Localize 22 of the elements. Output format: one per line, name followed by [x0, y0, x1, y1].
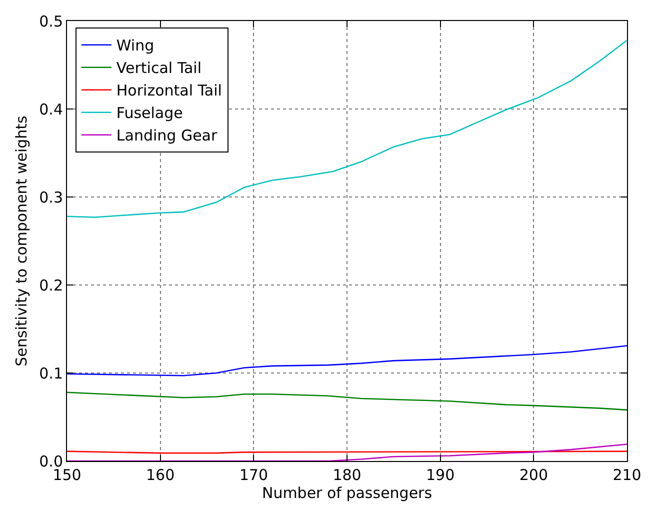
- legend-label: Fuselage: [116, 104, 183, 122]
- line-series: [67, 345, 627, 376]
- x-tick-label: 170: [239, 466, 268, 484]
- legend-label: Horizontal Tail: [116, 82, 222, 100]
- x-tick-label: 190: [426, 466, 455, 484]
- legend-label: Landing Gear: [116, 126, 218, 145]
- legend-label: Vertical Tail: [116, 59, 202, 78]
- y-axis-title: Sensitivity to component weights: [12, 115, 30, 366]
- line-series: [67, 392, 627, 411]
- y-tick-label: 0.5: [39, 12, 63, 30]
- line-series: [67, 444, 627, 461]
- y-tick-label: 0.4: [39, 100, 63, 118]
- legend-label: Wing: [116, 36, 154, 55]
- x-axis-title: Number of passengers: [262, 484, 432, 502]
- y-tick-label: 0.3: [39, 188, 63, 206]
- x-tick-label: 180: [332, 466, 362, 484]
- x-tick-label: 160: [146, 466, 175, 484]
- y-tick-label: 0.2: [39, 276, 63, 294]
- y-tick-label: 0.1: [39, 364, 63, 382]
- x-tick-label: 200: [519, 466, 548, 484]
- line-series: [67, 40, 627, 218]
- x-tick-label: 210: [612, 466, 642, 484]
